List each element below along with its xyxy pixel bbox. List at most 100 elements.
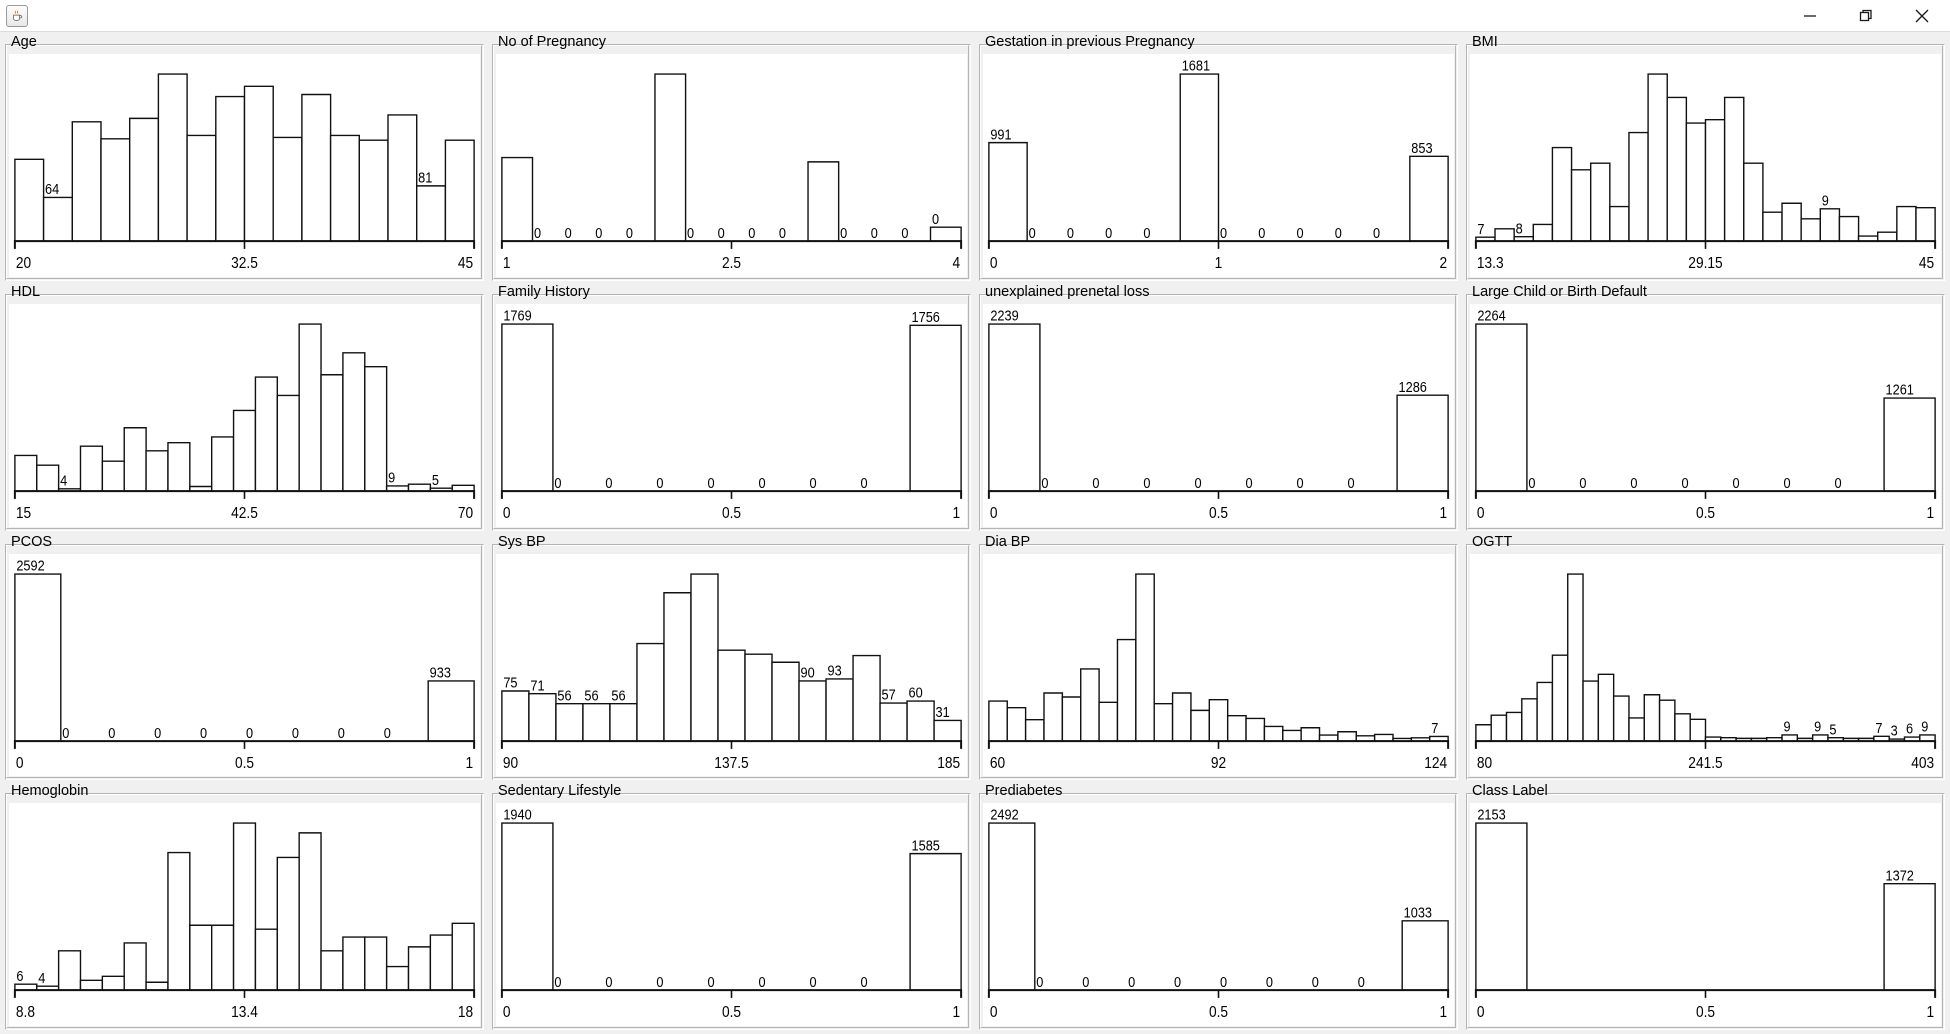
histogram-plot[interactable]: 6 4 8.8 13.4 18 <box>9 803 480 1026</box>
axis-label-max: 4 <box>952 255 960 272</box>
panel-title: Large Child or Birth Default <box>1472 283 1647 300</box>
histogram-bar <box>826 678 853 740</box>
bar-value-label: 0 <box>108 725 115 741</box>
bar-value-label: 0 <box>748 225 755 241</box>
close-button[interactable] <box>1894 0 1950 32</box>
restore-button[interactable] <box>1838 0 1894 32</box>
histogram-bar <box>445 140 474 241</box>
minimize-button[interactable] <box>1782 0 1838 32</box>
bar-value-label: 0 <box>1732 475 1739 491</box>
histogram-plot[interactable]: 4 9 5 15 42.5 70 <box>9 303 480 527</box>
histogram-svg: 7 8 9 13.3 29.15 45 <box>1470 54 1941 272</box>
histogram-plot[interactable]: 75 71 56 56 56 90 93 57 60 31 90 137.5 185 <box>496 553 967 777</box>
histogram-bar <box>146 982 168 990</box>
histogram-bar <box>187 135 216 241</box>
histogram-bar <box>321 374 343 490</box>
histogram-grid: Age 64 81 20 32.5 45 No of Pregnancy 0 0 0 0 0 0 0 0 0 0… <box>0 32 1950 1034</box>
histogram-bar <box>59 951 81 990</box>
axis-label-max: 1 <box>1926 505 1934 522</box>
bar-value-label: 9 <box>1784 718 1791 734</box>
axis-label-mid: 29.15 <box>1688 255 1722 272</box>
bar-value-label: 0 <box>1245 475 1252 491</box>
histogram-plot[interactable]: 1769 0 0 0 0 0 0 0 1756 0 0.5 1 <box>496 303 967 527</box>
axis-label-max: 1 <box>465 755 473 772</box>
bar-value-label: 56 <box>584 687 598 703</box>
histogram-bar <box>299 833 321 990</box>
bar-value-label: 0 <box>1312 974 1319 990</box>
axis-label-max: 124 <box>1424 755 1447 772</box>
histogram-panel: PCOS 2592 0 0 0 0 0 0 0 0 933 0 0.5 1 <box>2 534 487 783</box>
bar-value-label: 0 <box>62 725 69 741</box>
bar-value-label: 9 <box>388 470 395 486</box>
histogram-svg: 2264 0 0 0 0 0 0 0 1261 0 0.5 1 <box>1470 308 1941 522</box>
histogram-bar <box>502 158 533 242</box>
histogram-bar <box>1533 224 1552 241</box>
histogram-panel: BMI 7 8 9 13.3 29.15 45 <box>1463 35 1948 283</box>
panel-title: Class Label <box>1472 783 1548 800</box>
histogram-plot[interactable]: 2592 0 0 0 0 0 0 0 0 933 0 0.5 1 <box>9 553 480 777</box>
bar-value-label: 0 <box>1348 475 1355 491</box>
axis-line <box>15 741 474 749</box>
axis-label-max: 45 <box>1919 255 1934 272</box>
axis-label-min: 0 <box>990 1004 998 1021</box>
histogram-plot[interactable]: 9 9 5 7 3 6 9 80 241.5 403 <box>1470 553 1941 777</box>
bar-value-label: 4 <box>60 472 67 488</box>
histogram-plot[interactable]: 0 0 0 0 0 0 0 0 0 0 0 0 1 2.5 4 <box>496 54 967 277</box>
histogram-bar <box>15 159 44 241</box>
axis-label-max: 1 <box>1439 1004 1447 1021</box>
histogram-plot[interactable]: 2264 0 0 0 0 0 0 0 1261 0 0.5 1 <box>1470 303 1941 527</box>
axis-label-mid: 0.5 <box>1696 505 1715 522</box>
histogram-plot[interactable]: 64 81 20 32.5 45 <box>9 54 480 277</box>
histogram-bar <box>1180 74 1218 241</box>
axis-label-min: 0 <box>503 505 511 522</box>
histogram-plot[interactable]: 1940 0 0 0 0 0 0 0 1585 0 0.5 1 <box>496 803 967 1026</box>
histogram-panel: Gestation in previous Pregnancy 991 0 0 0 0 16… <box>976 35 1461 283</box>
histogram-bar <box>718 650 745 741</box>
axis-line <box>502 990 961 998</box>
histogram-bar <box>299 324 321 491</box>
axis-label-max: 45 <box>458 255 473 272</box>
title-bar <box>0 0 1950 32</box>
axis-label-min: 0 <box>990 505 998 522</box>
histogram-bar <box>302 95 331 242</box>
panel-title: Dia BP <box>985 533 1031 550</box>
bar-value-label: 75 <box>503 674 517 690</box>
histogram-plot[interactable]: 7 8 9 13.3 29.15 45 <box>1470 54 1941 277</box>
histogram-bar <box>930 227 961 241</box>
histogram-plot[interactable]: 7 60 92 124 <box>983 553 1454 777</box>
histogram-panel: Hemoglobin 6 4 8.8 13.4 18 <box>2 784 487 1032</box>
histogram-bar <box>102 977 124 991</box>
histogram-bar <box>772 662 799 741</box>
histogram-bar <box>1081 668 1099 740</box>
histogram-bar <box>1476 724 1491 740</box>
histogram-bar <box>130 118 159 241</box>
bar-value-label: 0 <box>1105 225 1112 241</box>
bar-value-label: 0 <box>707 974 714 990</box>
histogram-bar <box>1173 692 1191 740</box>
histogram-bar <box>365 366 387 490</box>
histogram-panel: Sedentary Lifestyle 1940 0 0 0 0 0 0 0 1585 0 0.5 1 <box>489 784 974 1032</box>
bar-value-label: 0 <box>1220 225 1227 241</box>
bar-value-label: 0 <box>565 225 572 241</box>
bar-value-label: 9 <box>1814 718 1821 734</box>
bar-value-label: 7 <box>1875 720 1882 736</box>
bar-value-label: 0 <box>534 225 541 241</box>
bar-value-label: 0 <box>1220 974 1227 990</box>
histogram-plot[interactable]: 2239 0 0 0 0 0 0 0 1286 0 0.5 1 <box>983 303 1454 527</box>
histogram-bar <box>1476 324 1527 491</box>
histogram-bar <box>388 115 417 241</box>
histogram-bar <box>880 703 907 741</box>
histogram-plot[interactable]: 991 0 0 0 0 1681 0 0 0 0 0 853 0 1 2 <box>983 54 1454 277</box>
axis-label-min: 0 <box>1477 1004 1485 1021</box>
histogram-plot[interactable]: 2153 1372 0 0.5 1 <box>1470 803 1941 1026</box>
axis-label-max: 185 <box>937 755 960 772</box>
bar-value-label: 56 <box>557 687 571 703</box>
panel-title: Sys BP <box>498 533 546 550</box>
bar-value-label: 991 <box>990 127 1011 143</box>
bar-value-label: 0 <box>1174 974 1181 990</box>
bar-value-label: 9 <box>1921 718 1928 734</box>
histogram-bar <box>989 143 1027 241</box>
axis-label-min: 0 <box>16 755 24 772</box>
histogram-svg: 1940 0 0 0 0 0 0 0 1585 0 0.5 1 <box>496 807 967 1021</box>
histogram-plot[interactable]: 2492 0 0 0 0 0 0 0 0 1033 0 0.5 1 <box>983 803 1454 1026</box>
